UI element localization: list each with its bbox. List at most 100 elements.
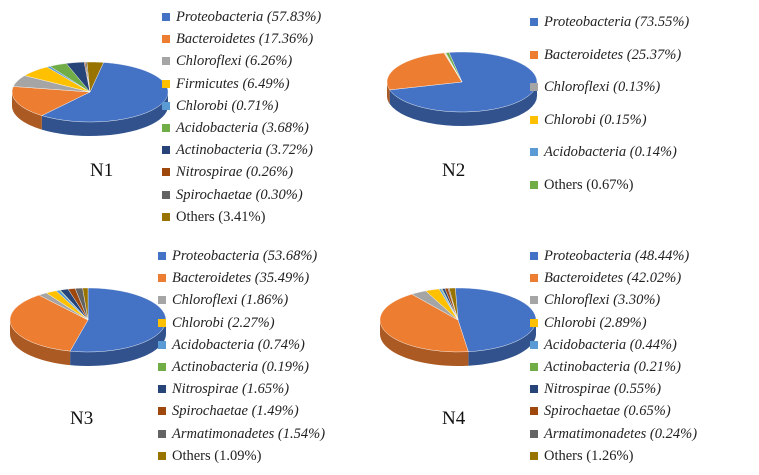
legend-item: Acidobacteria (0.44%) xyxy=(530,334,697,356)
legend-label: Firmicutes (6.49%) xyxy=(176,75,290,92)
legend-swatch xyxy=(530,50,538,59)
legend-label: Nitrospirae (1.65%) xyxy=(172,381,290,398)
legend-label: Acidobacteria (0.44%) xyxy=(544,336,677,353)
pie-chart-n2 xyxy=(386,51,538,126)
legend-item: Nitrospirae (0.26%) xyxy=(162,161,321,183)
pie-side-proteobacteria xyxy=(70,320,166,366)
legend-item: Acidobacteria (0.74%) xyxy=(158,334,325,356)
legend-label: Proteobacteria (73.55%) xyxy=(544,14,690,30)
legend-label: Chlorobi (0.15%) xyxy=(544,111,647,128)
legend-item: Proteobacteria (53.68%) xyxy=(158,245,325,267)
legend-item: Firmicutes (6.49%) xyxy=(162,73,321,95)
legend-swatch xyxy=(162,123,170,132)
legend-label: Nitrospirae (0.26%) xyxy=(176,164,294,181)
legend-label: Proteobacteria (48.44%) xyxy=(544,248,690,264)
legend-label: Chloroflexi (6.26%) xyxy=(176,53,293,70)
pie-slice-bacteroidetes xyxy=(379,294,469,353)
legend-item: Others (3.41%) xyxy=(162,206,321,228)
legend-item: Chlorobi (2.27%) xyxy=(158,312,325,334)
legend-swatch xyxy=(162,79,170,88)
legend-label: Spirochaetae (0.30%) xyxy=(176,186,303,203)
pie-side-proteobacteria xyxy=(468,320,536,366)
legend-item: Spirochaetae (0.30%) xyxy=(162,184,321,206)
legend-swatch xyxy=(530,252,538,260)
legend-label: Others (3.41%) xyxy=(176,208,266,225)
legend-item: Spirochaetae (0.65%) xyxy=(530,400,697,422)
legend-swatch xyxy=(530,429,538,438)
pie-slice-bacteroidetes xyxy=(386,52,463,91)
pie-slice-bacteroidetes xyxy=(9,294,89,352)
legend-label: Proteobacteria (57.83%) xyxy=(176,9,322,25)
legend-item: Acidobacteria (3.68%) xyxy=(162,117,321,139)
legend-label: Acidobacteria (0.14%) xyxy=(544,144,677,160)
legend-swatch xyxy=(530,296,538,305)
pie-chart-n4 xyxy=(379,287,537,366)
legend-label: Chloroflexi (0.13%) xyxy=(544,79,661,95)
legend-swatch xyxy=(530,451,538,460)
legend-label: Bacteroidetes (25.37%) xyxy=(544,46,682,63)
pie-slice-bacteroidetes xyxy=(11,86,91,116)
legend-item: Acidobacteria (0.14%) xyxy=(530,136,689,169)
chart-title-n3: N3 xyxy=(70,408,94,429)
legend-label: Actinobacteria (0.19%) xyxy=(172,358,309,375)
legend-item: Actinobacteria (0.19%) xyxy=(158,356,325,378)
legend-n2: Proteobacteria (73.55%) Bacteroidetes (25… xyxy=(530,6,689,201)
pie-slice-proteobacteria xyxy=(389,51,538,113)
legend-swatch xyxy=(162,13,170,21)
pie-chart-n3 xyxy=(9,287,167,366)
legend-swatch xyxy=(530,18,538,26)
legend-item: Nitrospirae (0.55%) xyxy=(530,378,697,400)
chart-title-n4: N4 xyxy=(442,408,466,429)
legend-swatch xyxy=(162,146,170,155)
pie-slice-proteobacteria xyxy=(455,287,537,352)
legend-item: Bacteroidetes (35.49%) xyxy=(158,267,325,289)
legend-label: Chloroflexi (1.86%) xyxy=(172,292,289,309)
chart-title-n1: N1 xyxy=(90,160,114,181)
legend-label: Chlorobi (2.89%) xyxy=(544,314,647,331)
legend-item: Chloroflexi (6.26%) xyxy=(162,50,321,72)
legend-label: Others (1.09%) xyxy=(172,447,262,464)
legend-item: Chlorobi (2.89%) xyxy=(530,312,697,334)
legend-item: Proteobacteria (57.83%) xyxy=(162,6,321,28)
legend-label: Chloroflexi (3.30%) xyxy=(544,292,661,309)
pie-side-proteobacteria xyxy=(389,82,537,126)
legend-swatch xyxy=(158,340,166,349)
pie-slice-proteobacteria xyxy=(41,62,169,123)
pie-slice-others xyxy=(86,61,104,93)
legend-item: Bacteroidetes (17.36%) xyxy=(162,28,321,50)
pie-side-bacteroidetes xyxy=(10,320,71,366)
legend-swatch xyxy=(530,407,538,416)
legend-swatch xyxy=(158,362,166,371)
legend-item: Proteobacteria (73.55%) xyxy=(530,6,689,39)
legend-item: Others (1.26%) xyxy=(530,445,697,467)
legend-label: Acidobacteria (0.74%) xyxy=(172,336,305,353)
legend-item: Others (1.09%) xyxy=(158,445,325,467)
legend-swatch xyxy=(162,35,170,44)
legend-swatch xyxy=(530,148,538,156)
legend-swatch xyxy=(162,190,170,199)
legend-swatch xyxy=(158,451,166,460)
legend-label: Bacteroidetes (35.49%) xyxy=(172,270,310,287)
legend-label: Bacteroidetes (42.02%) xyxy=(544,270,682,287)
legend-swatch xyxy=(530,83,538,91)
legend-item: Chloroflexi (1.86%) xyxy=(158,289,325,311)
legend-swatch xyxy=(158,385,166,394)
legend-swatch xyxy=(530,180,538,189)
legend-n4: Proteobacteria (48.44%) Bacteroidetes (42… xyxy=(530,245,697,467)
pie-side-proteobacteria xyxy=(41,92,168,136)
legend-swatch xyxy=(530,115,538,124)
legend-swatch xyxy=(530,340,538,349)
legend-swatch xyxy=(162,212,170,221)
pie-slice-others xyxy=(448,287,459,321)
legend-label: Bacteroidetes (17.36%) xyxy=(176,31,314,48)
legend-swatch xyxy=(162,101,170,110)
legend-swatch xyxy=(158,274,166,283)
pie-slice-others xyxy=(445,52,463,83)
legend-label: Acidobacteria (3.68%) xyxy=(176,119,309,136)
legend-swatch xyxy=(158,252,166,260)
legend-item: Armatimonadetes (1.54%) xyxy=(158,423,325,445)
legend-item: Bacteroidetes (42.02%) xyxy=(530,267,697,289)
legend-item: Actinobacteria (3.72%) xyxy=(162,139,321,161)
legend-item: Proteobacteria (48.44%) xyxy=(530,245,697,267)
legend-label: Actinobacteria (0.21%) xyxy=(544,358,681,375)
